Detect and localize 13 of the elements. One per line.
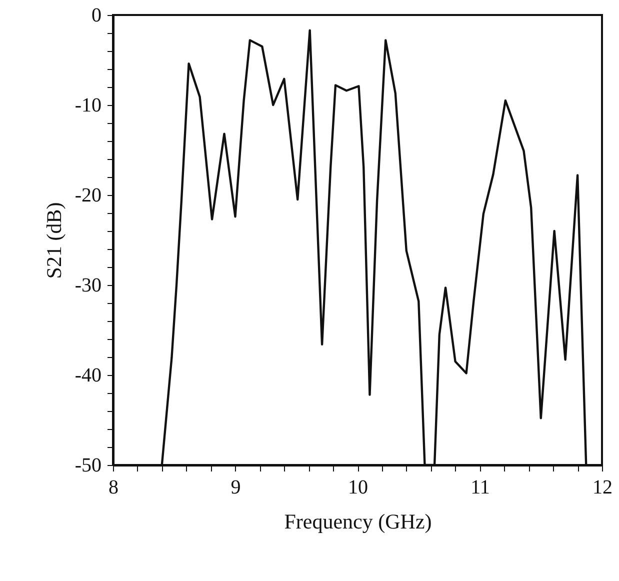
x-tick-label: 8: [108, 476, 118, 498]
y-tick-label: -50: [74, 454, 102, 476]
y-tick-label: -30: [74, 274, 102, 296]
x-tick-label: 12: [592, 476, 612, 498]
y-tick-label: -20: [74, 184, 102, 206]
x-tick-label: 9: [230, 476, 241, 498]
y-tick-label: 0: [92, 4, 102, 26]
x-tick-label: 11: [470, 476, 490, 498]
y-tick-label: -40: [74, 364, 102, 386]
y-axis-title: S21 (dB): [42, 202, 66, 279]
y-tick-label: -10: [74, 94, 102, 116]
x-axis-title: Frequency (GHz): [284, 510, 432, 534]
x-tick-label: 10: [348, 476, 368, 498]
